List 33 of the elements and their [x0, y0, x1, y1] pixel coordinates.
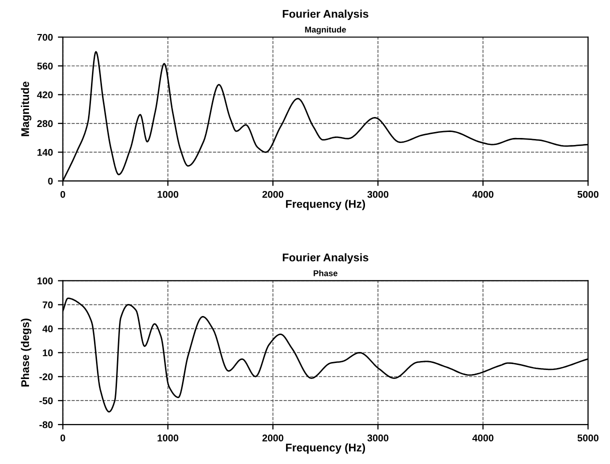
chart-subtitle: Phase: [314, 270, 338, 276]
y-tick-label: 40: [42, 325, 53, 332]
x-tick-label: 1000: [158, 434, 178, 442]
x-tick-label: 0: [60, 190, 66, 198]
x-tick-label: 5000: [578, 190, 598, 198]
y-tick-label: 0: [48, 178, 53, 185]
y-tick-label: 420: [37, 91, 53, 98]
x-axis-title: Frequency (Hz): [286, 200, 366, 210]
y-tick-label: -20: [39, 373, 53, 380]
y-axis-title: Phase (degs): [20, 318, 32, 386]
chart-title: Fourier Analysis: [282, 253, 368, 264]
x-tick-label: 4000: [472, 434, 494, 442]
y-tick-label: -80: [39, 421, 53, 428]
y-tick-label: 140: [38, 148, 53, 156]
x-tick-label: 2000: [262, 190, 284, 198]
x-tick-label: 1000: [158, 190, 178, 198]
x-axis-title: Frequency (Hz): [286, 443, 366, 454]
x-tick-label: 2000: [262, 434, 284, 442]
y-tick-label: 560: [37, 62, 53, 70]
y-tick-label: 100: [38, 277, 53, 284]
y-tick-label: 700: [37, 34, 53, 41]
y-tick-label: -50: [39, 397, 53, 404]
x-tick-label: 0: [60, 434, 66, 442]
x-tick-label: 3000: [367, 434, 388, 442]
x-tick-label: 4000: [472, 190, 494, 198]
y-tick-label: 280: [37, 120, 53, 128]
chart-subtitle: Magnitude: [305, 26, 346, 34]
x-tick-label: 5000: [578, 434, 598, 442]
y-tick-label: 10: [42, 349, 53, 356]
chart-title: Fourier Analysis: [282, 10, 368, 20]
y-axis-title: Magnitude: [20, 82, 32, 136]
y-tick-label: 70: [42, 301, 53, 308]
x-tick-label: 3000: [367, 190, 388, 198]
